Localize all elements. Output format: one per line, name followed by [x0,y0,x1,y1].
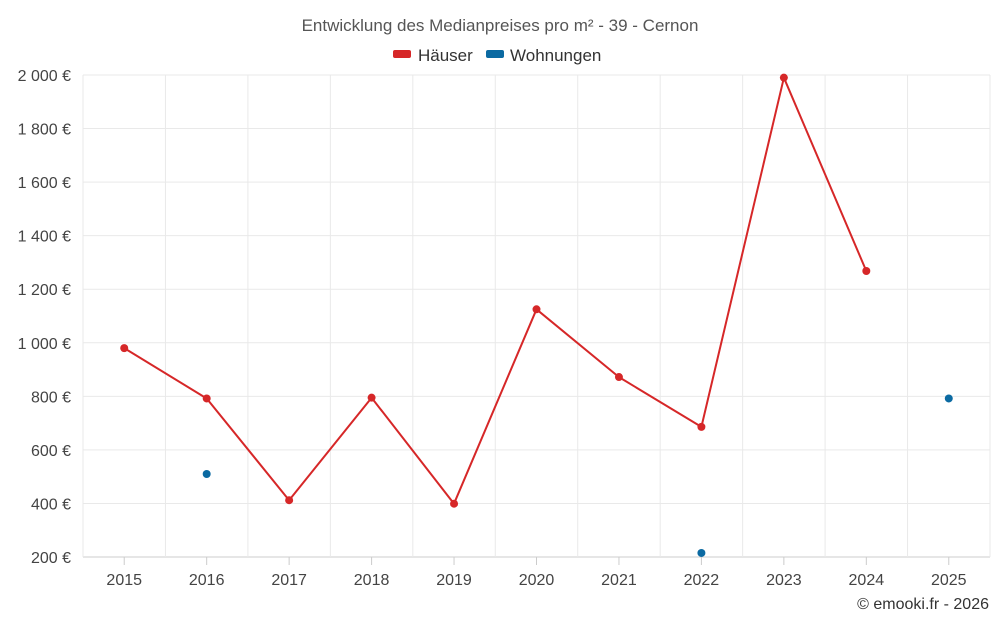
x-tick-label: 2024 [849,572,885,589]
x-tick-label: 2016 [189,572,225,589]
y-tick-label: 600 € [31,443,71,460]
legend-swatch-haeuser [393,50,411,58]
grid [82,74,991,558]
x-tick-label: 2019 [436,572,472,589]
series-line-haeuser [123,76,868,505]
data-point-haeuser-2024[interactable] [862,267,871,276]
data-point-haeuser-2018[interactable] [367,393,376,402]
x-tick-label: 2025 [931,572,967,589]
x-tick-label: 2018 [354,572,390,589]
data-point-haeuser-2021[interactable] [614,373,623,382]
data-point-haeuser-2016[interactable] [202,394,211,403]
y-tick-label: 1 400 € [18,229,71,246]
legend-label-haeuser: Häuser [418,46,473,65]
y-tick-label: 400 € [31,496,71,513]
data-point-haeuser-2015[interactable] [120,344,129,353]
data-point-haeuser-2017[interactable] [285,496,294,505]
legend-item-haeuser[interactable]: Häuser [393,46,473,65]
y-tick-label: 800 € [31,389,71,406]
x-tick-label: 2015 [106,572,142,589]
data-point-haeuser-2019[interactable] [450,499,459,508]
data-point-wohnungen-2016[interactable] [202,469,211,478]
data-point-haeuser-2023[interactable] [779,73,788,82]
legend: Häuser Wohnungen [393,46,601,65]
x-axis: 2015 2016 2017 2018 2019 2020 2021 2022 2023 2024… [106,557,967,589]
data-point-wohnungen-2025[interactable] [944,394,953,403]
x-tick-label: 2021 [601,572,637,589]
legend-swatch-wohnungen [486,50,504,58]
y-tick-label: 1 200 € [18,282,71,299]
y-tick-label: 2 000 € [18,68,71,85]
y-tick-label: 1 600 € [18,175,71,192]
chart-title: Entwicklung des Medianpreises pro m² - 3… [302,16,699,35]
y-tick-label: 200 € [31,550,71,567]
data-point-haeuser-2020[interactable] [532,305,541,314]
y-tick-label: 1 800 € [18,122,71,139]
x-tick-label: 2023 [766,572,802,589]
x-tick-label: 2022 [684,572,720,589]
y-tick-label: 1 000 € [18,336,71,353]
x-tick-label: 2017 [271,572,307,589]
plot-area [120,73,953,557]
legend-item-wohnungen[interactable]: Wohnungen [486,46,601,65]
data-point-haeuser-2022[interactable] [697,422,706,431]
y-axis: 200 € 400 € 600 € 800 € 1 000 € 1 200 € 1 400 … [18,68,71,567]
data-point-wohnungen-2022[interactable] [697,548,706,557]
credit-text: © emooki.fr - 2026 [857,596,989,613]
x-tick-label: 2020 [519,572,555,589]
legend-label-wohnungen: Wohnungen [510,46,601,65]
